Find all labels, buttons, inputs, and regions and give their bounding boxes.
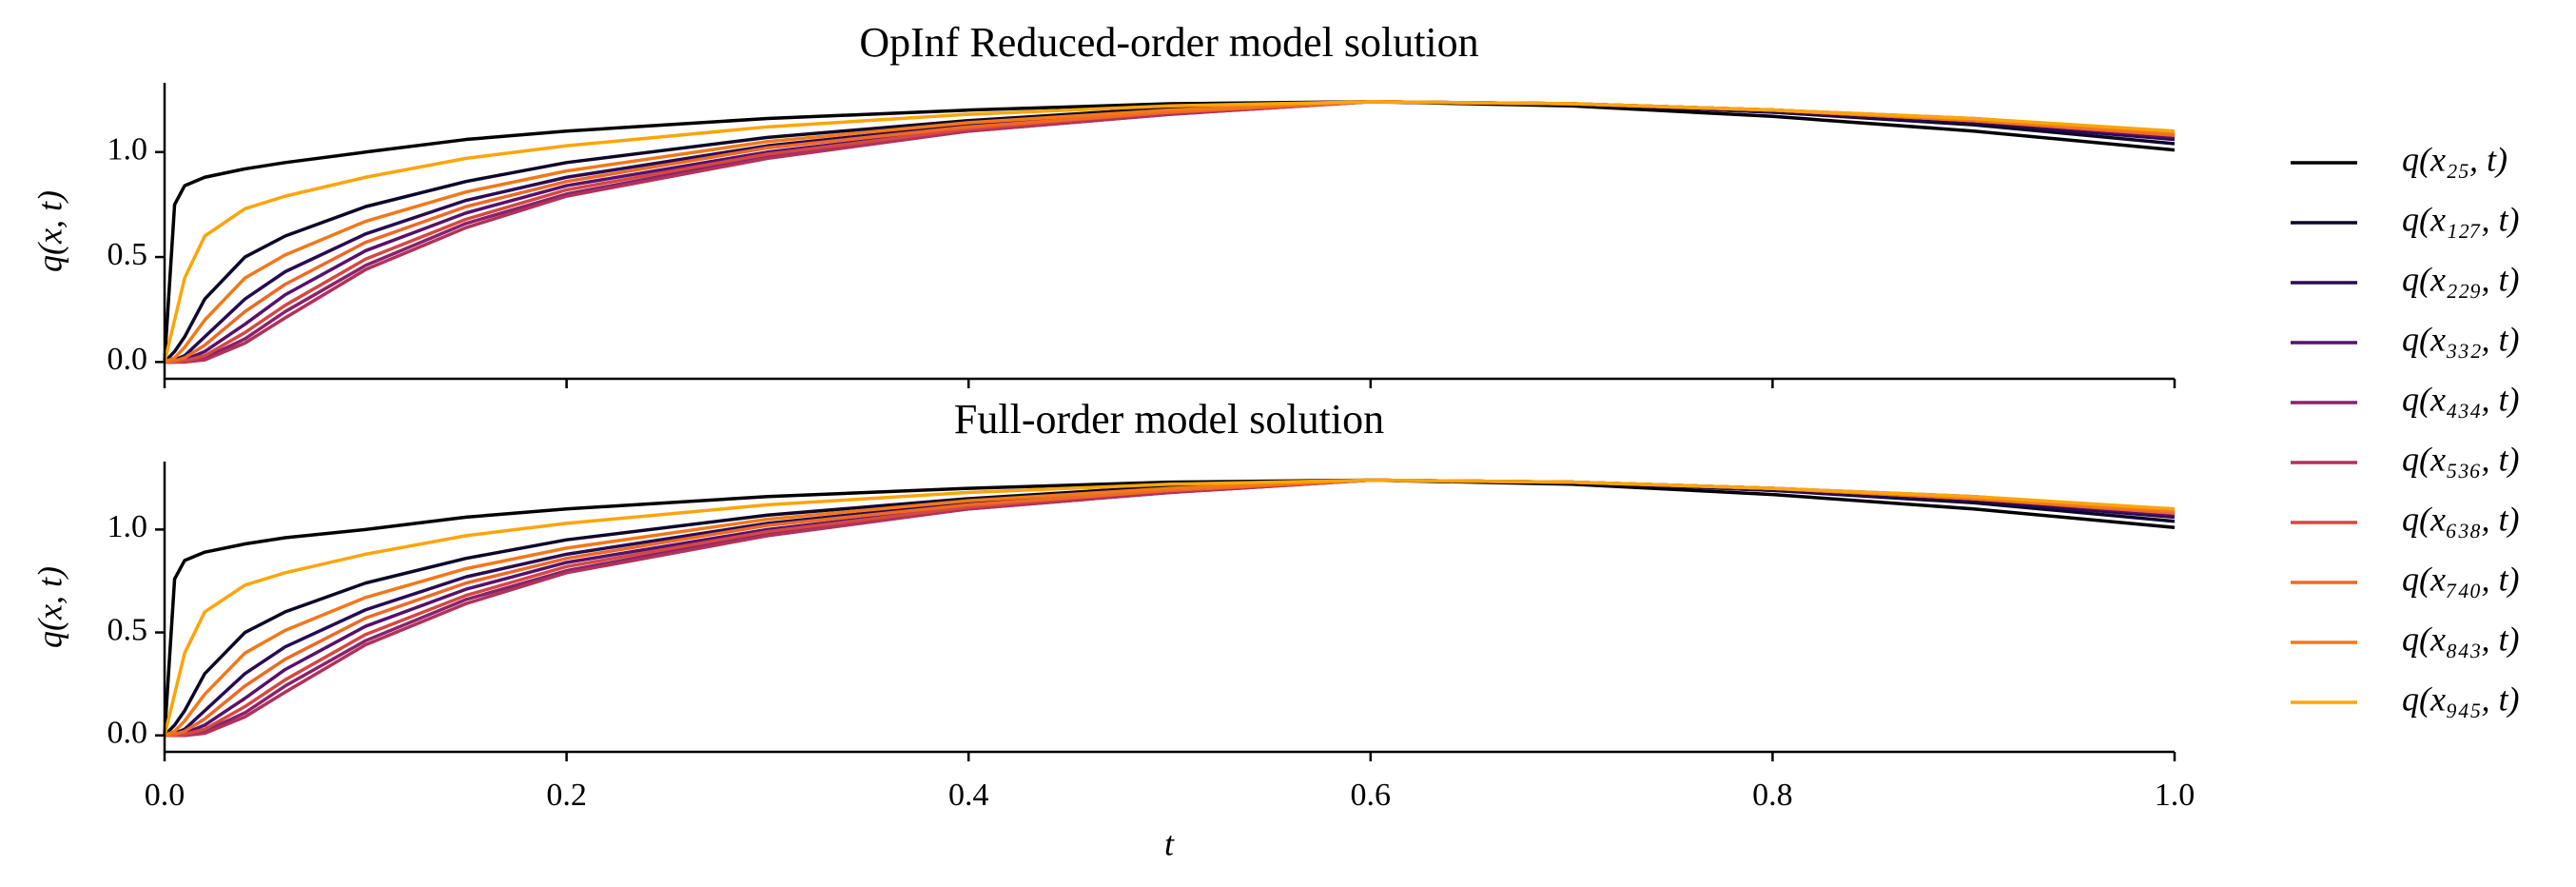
legend-label: q(x₇₄₀, t) bbox=[2402, 560, 2520, 598]
x-axis-label: t bbox=[1164, 824, 1175, 862]
data-line bbox=[163, 100, 2176, 363]
y-tick-label: 0.5 bbox=[107, 612, 148, 647]
legend-label: q(x₂₂₉, t) bbox=[2402, 260, 2520, 298]
legend-label: q(x₄₃₄, t) bbox=[2402, 380, 2520, 418]
chart-title: Full-order model solution bbox=[954, 396, 1384, 443]
x-tick-label: 0.2 bbox=[546, 778, 587, 813]
legend-label: q(x₉₄₅, t) bbox=[2402, 680, 2520, 718]
legend-label: q(x₂₅, t) bbox=[2402, 140, 2508, 178]
legend-label: q(x₆₃₈, t) bbox=[2402, 500, 2520, 538]
legend-label: q(x₁₂₇, t) bbox=[2402, 200, 2520, 238]
y-tick-label: 0.0 bbox=[107, 715, 148, 750]
y-tick-label: 0.5 bbox=[107, 237, 148, 272]
y-axis-label: q(x, t) bbox=[30, 190, 68, 272]
x-tick-label: 0.8 bbox=[1752, 778, 1793, 813]
data-line bbox=[163, 100, 2176, 363]
x-tick-label: 0.4 bbox=[948, 778, 989, 813]
x-tick-label: 0.6 bbox=[1351, 778, 1392, 813]
y-axis-label: q(x, t) bbox=[30, 566, 68, 648]
legend-label: q(x₃₃₂, t) bbox=[2402, 320, 2520, 358]
x-tick-label: 1.0 bbox=[2155, 778, 2195, 813]
y-tick-label: 0.0 bbox=[107, 342, 148, 377]
data-line bbox=[163, 478, 2176, 736]
legend-label: q(x₅₃₆, t) bbox=[2402, 440, 2520, 478]
y-tick-label: 1.0 bbox=[107, 509, 148, 544]
chart-title: OpInf Reduced-order model solution bbox=[859, 19, 1478, 66]
data-line bbox=[163, 478, 2176, 737]
y-tick-label: 1.0 bbox=[107, 132, 148, 168]
x-tick-label: 0.0 bbox=[145, 778, 185, 813]
legend-label: q(x₈₄₃, t) bbox=[2402, 620, 2520, 658]
